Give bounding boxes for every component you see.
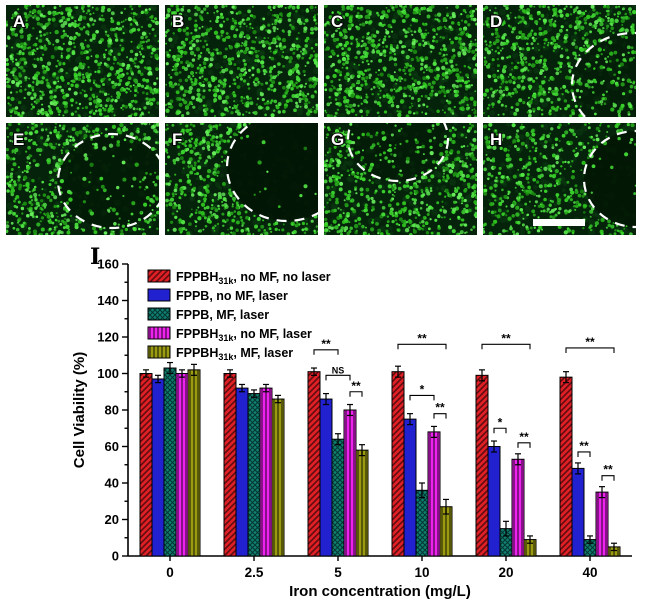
legend-label: FPPB, MF, laser — [176, 308, 269, 322]
bar — [247, 393, 261, 557]
y-tick-label: 120 — [97, 330, 119, 345]
significance-label: * — [498, 415, 503, 429]
y-tick-label: 0 — [112, 549, 119, 564]
micrograph-grid: A B C D E F G H — [0, 0, 645, 235]
y-tick-label: 160 — [97, 257, 119, 272]
significance-label: ** — [603, 463, 613, 477]
x-tick-label: 10 — [414, 565, 429, 580]
bar — [487, 446, 501, 557]
chart-section: I 0 20 40 60 80 100 120 140 160 Cell Viability (%… — [0, 240, 645, 599]
bar — [475, 374, 489, 557]
legend-swatch — [147, 326, 171, 340]
y-tick-label: 60 — [105, 439, 119, 454]
bar — [415, 489, 429, 557]
bar — [235, 387, 249, 557]
dead-region-dashed-outline — [346, 123, 450, 183]
legend-swatch — [147, 288, 171, 302]
bar — [319, 398, 333, 557]
y-tick-label: 40 — [105, 476, 119, 491]
bar — [139, 373, 153, 557]
dead-region-fill — [227, 123, 318, 221]
bar — [391, 371, 405, 557]
micrograph-panel-c: C — [324, 5, 477, 117]
bar — [595, 491, 609, 557]
chart-panel-label: I — [90, 244, 101, 270]
bar — [259, 387, 273, 557]
bar — [559, 376, 573, 557]
y-axis-label: Cell Viability (%) — [71, 352, 88, 468]
micrograph-panel-e: E — [6, 123, 159, 235]
legend-label: FPPBH31k, no MF, no laser — [176, 270, 331, 286]
significance-label: ** — [501, 331, 511, 345]
legend-label: FPPBH31k, MF, laser — [176, 346, 293, 362]
significance-label: ** — [435, 401, 445, 415]
legend-swatch — [147, 345, 171, 359]
legend: FPPBH31k, no MF, no laser FPPB, no MF, la… — [147, 269, 331, 362]
micrograph-panel-b: B — [165, 5, 318, 117]
x-tick-label: 2.5 — [245, 565, 264, 580]
y-tick-label: 100 — [97, 366, 119, 381]
legend-label: FPPB, no MF, laser — [176, 289, 288, 303]
significance-label: ** — [321, 337, 331, 351]
dead-region-fill — [572, 33, 636, 117]
y-tick-label: 140 — [97, 293, 119, 308]
bar — [271, 398, 285, 557]
bar — [187, 369, 201, 557]
panel-letter: B — [172, 12, 184, 31]
significance-label: NS — [332, 365, 345, 375]
bar — [223, 373, 237, 557]
y-tick-label: 20 — [105, 512, 119, 527]
micrograph-panel-a: A — [6, 5, 159, 117]
micrograph-panel-g: G — [324, 123, 477, 235]
significance-label: ** — [417, 331, 427, 345]
panel-letter: F — [172, 130, 182, 149]
legend-swatch — [147, 269, 171, 283]
y-tick-label: 80 — [105, 403, 119, 418]
x-tick-label: 0 — [166, 565, 174, 580]
x-tick-label: 40 — [582, 565, 597, 580]
dead-region-dashed-outline — [56, 132, 159, 230]
bar — [355, 449, 369, 557]
scale-bar — [533, 219, 585, 226]
bar — [403, 418, 417, 557]
bar — [175, 373, 189, 557]
significance-label: ** — [585, 335, 595, 349]
legend-swatch — [147, 307, 171, 321]
panel-letter: E — [13, 130, 24, 149]
legend-label: FPPBH31k, no MF, laser — [176, 327, 312, 343]
x-axis-label: Iron concentration (mg/L) — [289, 583, 471, 599]
bar — [331, 438, 345, 557]
significance-annotations: **NS****************** — [313, 331, 615, 481]
micrograph-panel-h: H — [483, 123, 636, 235]
bar — [571, 467, 585, 557]
bar — [163, 367, 177, 557]
panel-letter: G — [331, 130, 344, 149]
bars — [139, 361, 621, 557]
dead-region-fill — [584, 131, 636, 227]
micrograph-panel-d: D — [483, 5, 636, 117]
panel-letter: D — [490, 12, 502, 31]
significance-label: ** — [579, 439, 589, 453]
bar — [427, 431, 441, 557]
micrograph-panel-f: F — [165, 123, 318, 235]
significance-label: ** — [519, 430, 529, 444]
panel-letter: H — [490, 130, 502, 149]
x-tick-label: 20 — [498, 565, 513, 580]
significance-label: * — [420, 382, 425, 396]
bar — [307, 371, 321, 557]
bar — [343, 409, 357, 557]
x-tick-label: 5 — [334, 565, 342, 580]
bar — [151, 378, 165, 557]
panel-letter: C — [331, 12, 343, 31]
bar — [511, 458, 525, 557]
panel-letter: A — [13, 12, 25, 31]
significance-label: ** — [351, 379, 361, 393]
